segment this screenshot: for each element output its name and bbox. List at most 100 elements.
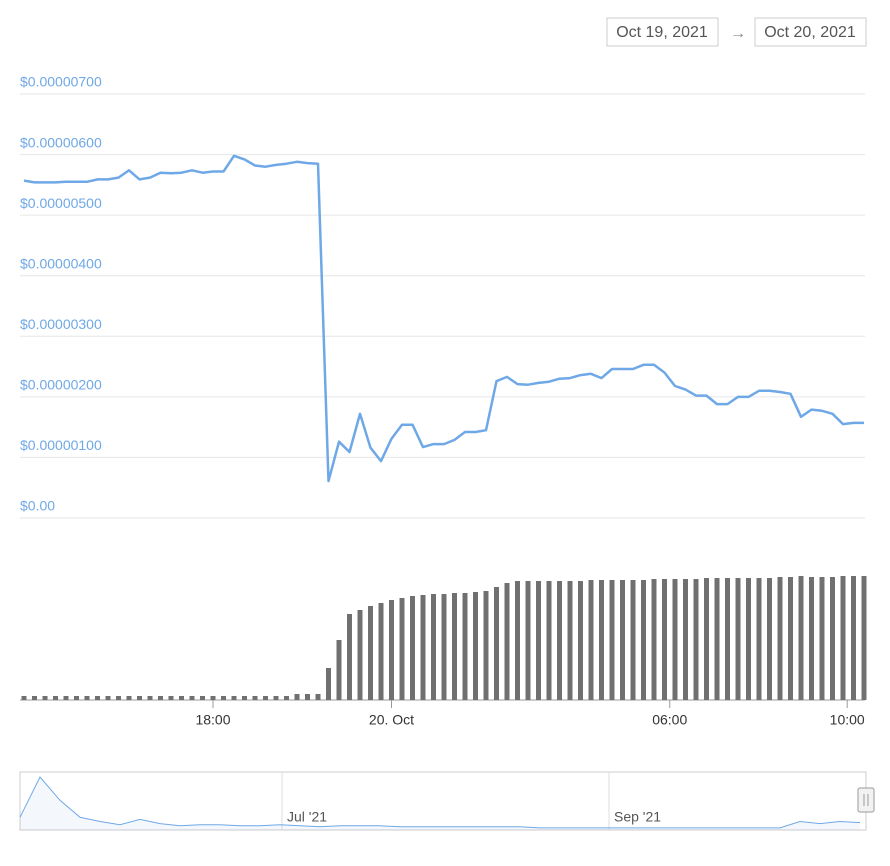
volume-bar [21,696,27,700]
volume-bar [95,696,100,700]
volume-bar [756,578,762,700]
volume-bar [273,696,279,700]
volume-bar [347,614,352,700]
volume-bar [326,668,331,700]
volume-bar [599,580,604,700]
date-to-box[interactable] [754,17,867,47]
volume-bar [336,640,342,700]
volume-bar [851,576,856,700]
volume-bar [420,595,426,700]
date-from-box[interactable] [606,17,719,47]
volume-bar [494,587,499,700]
volume-bar [368,606,373,700]
volume-bar [819,577,825,700]
volume-bar [588,580,594,700]
volume-bar [830,577,835,700]
y-tick-label: $0.00000400 [20,255,102,271]
volume-bar [473,592,478,700]
volume-bar [63,696,69,700]
volume-bar [263,696,268,700]
volume-bar [200,696,205,700]
x-tick-label: 10:00 [830,712,865,728]
volume-bar [105,696,111,700]
x-tick-label: 20. Oct [369,712,414,728]
volume-bar [84,696,90,700]
x-tick-label: 18:00 [195,712,230,728]
volume-bar [179,696,184,700]
navigator-label: Sep '21 [614,809,661,825]
volume-bar [483,591,489,700]
volume-bar [242,696,247,700]
y-tick-label: $0.00000500 [20,195,102,211]
volume-bar [410,596,415,700]
volume-bar [683,579,688,700]
volume-bar [651,579,657,700]
volume-bar [609,580,615,700]
volume-bar [578,581,583,700]
volume-bar [137,696,142,700]
volume-bar [672,579,678,700]
volume-bar [725,578,730,700]
volume-bar [315,694,321,700]
y-tick-label: $0.00000100 [20,437,102,453]
volume-bar [557,581,562,700]
volume-bar [861,576,867,700]
volume-bar [525,581,531,700]
volume-bar [252,696,258,700]
date-to[interactable]: Oct 20, 2021 [764,24,856,41]
price-line [23,154,864,483]
navigator-area [20,777,860,830]
volume-bar [305,694,310,700]
volume-bar [389,600,394,700]
volume-bar [620,580,625,700]
y-tick-label: $0.00000700 [20,74,102,90]
date-separator: → [730,25,746,42]
volume-bar [462,593,468,700]
volume-bar [567,581,573,700]
volume-bar [284,696,289,700]
y-tick-label: $0.00000600 [20,134,102,150]
volume-bar [767,578,772,700]
volume-bar [452,593,457,700]
volume-bar [504,583,510,700]
volume-bar [189,696,195,700]
y-tick-label: $0.00 [20,498,55,514]
volume-bar [210,696,216,700]
volume-bar [809,577,814,700]
volume-bar [294,694,300,700]
volume-bar [53,696,58,700]
volume-bar [840,576,846,700]
volume-bar [74,696,79,700]
volume-bar [42,696,48,700]
volume-bar [777,577,783,700]
volume-bar [735,578,741,700]
volume-bar [116,696,121,700]
navigator-label: Jul '21 [287,809,327,825]
volume-bar [515,581,520,700]
volume-bar [431,594,436,700]
volume-bar [32,696,37,700]
volume-bar [378,603,384,700]
volume-bar [147,696,153,700]
volume-bar [357,610,363,700]
x-tick-label: 06:00 [652,712,687,728]
volume-bar [168,696,174,700]
volume-bar [441,594,447,700]
volume-bar [641,580,646,700]
volume-bar [231,696,237,700]
volume-bar [714,578,720,700]
volume-bar [536,581,541,700]
y-tick-label: $0.00000200 [20,377,102,393]
navigator-handle[interactable] [857,787,875,813]
volume-bar [546,581,552,700]
date-from[interactable]: Oct 19, 2021 [616,24,708,41]
volume-bar [704,578,709,700]
volume-bar [798,576,804,700]
volume-bar [746,578,751,700]
volume-bar [693,579,699,700]
volume-bar [662,579,667,700]
volume-bar [221,696,226,700]
y-tick-label: $0.00000300 [20,316,102,332]
navigator-line [19,776,861,829]
